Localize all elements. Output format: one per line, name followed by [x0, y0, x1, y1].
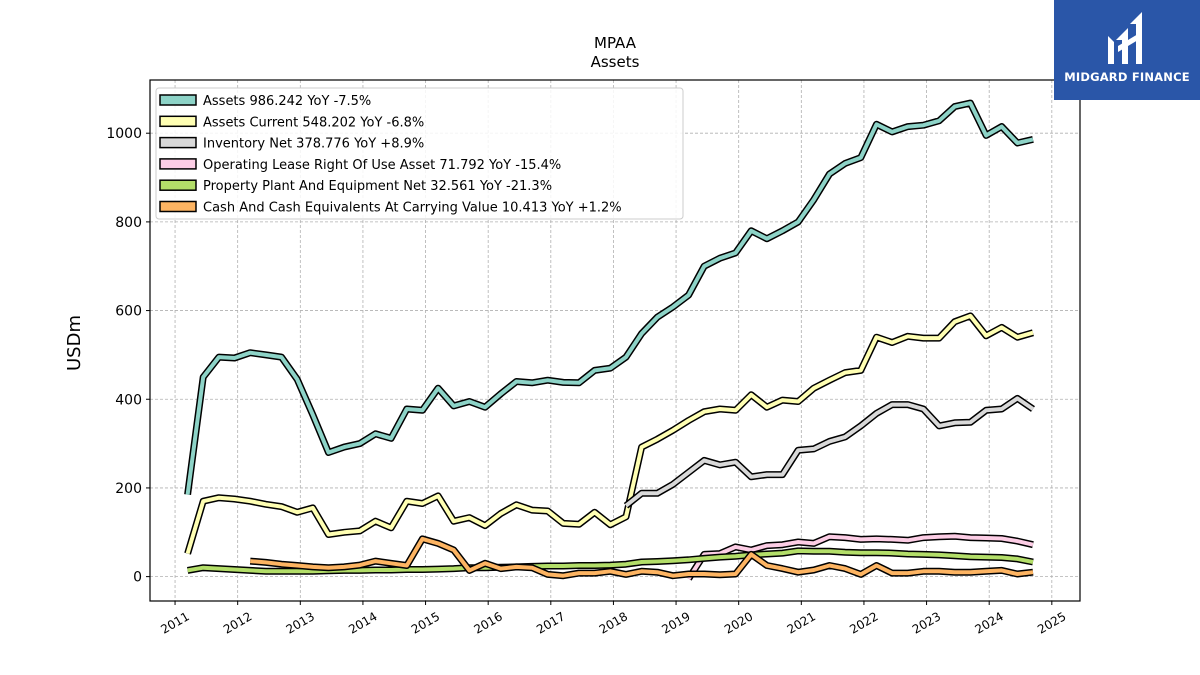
legend-label: Assets Current 548.202 YoY -6.8%	[203, 115, 424, 130]
x-tick-label: 2019	[659, 609, 692, 636]
midgard-logo-icon	[1108, 12, 1142, 64]
x-tick-label: 2013	[284, 609, 317, 636]
series-stroke	[185, 313, 1034, 555]
x-tick-label: 2025	[1035, 609, 1068, 636]
x-tick-label: 2024	[972, 609, 1005, 636]
legend-box	[155, 87, 684, 220]
legend-swatch	[159, 94, 197, 106]
series-stroke	[624, 396, 1035, 508]
x-tick-label: 2011	[158, 609, 191, 636]
series-line-4	[685, 532, 1034, 581]
x-tick-label: 2023	[910, 609, 943, 636]
y-axis-label: USDm	[64, 315, 85, 371]
y-tick-label: 0	[133, 570, 142, 586]
legend-item: Cash And Cash Equivalents At Carrying Va…	[159, 200, 622, 216]
y-tick-label: 200	[115, 481, 142, 497]
x-tick-label: 2021	[785, 609, 818, 636]
x-tick-label: 2022	[847, 609, 880, 636]
brand-logo: MIDGARD FINANCE	[1054, 0, 1200, 100]
plot-frame	[149, 79, 1081, 602]
y-tick-label: 600	[115, 304, 142, 320]
x-tick-label: 2014	[346, 609, 379, 636]
series-outline	[623, 394, 1035, 509]
legend-swatch	[159, 115, 197, 128]
series-line-1	[184, 99, 1034, 496]
series-stroke	[686, 534, 1034, 580]
legend-label: Inventory Net 378.776 YoY +8.9%	[203, 137, 424, 152]
x-tick-label: 2018	[597, 609, 630, 636]
legend-swatch	[159, 136, 197, 149]
legend: Assets 986.242 YoY -7.5% Assets Current 5…	[155, 87, 684, 220]
legend-swatch	[159, 179, 197, 191]
brand-name: MIDGARD FINANCE	[1064, 70, 1190, 84]
series-outline	[184, 312, 1034, 555]
series-line-2	[184, 312, 1034, 555]
legend-item: Inventory Net 378.776 YoY +8.9%	[159, 136, 424, 152]
x-tick-label: 2020	[722, 609, 755, 636]
series-stroke	[185, 101, 1034, 495]
legend-swatch	[159, 158, 197, 170]
series-stroke	[250, 536, 1034, 578]
x-tick-label: 2017	[534, 609, 567, 636]
series-layer	[184, 99, 1035, 581]
y-tick-label: 400	[115, 392, 142, 408]
legend-item: Assets 986.242 YoY -7.5%	[159, 94, 371, 109]
chart-title: MPAA	[594, 34, 637, 52]
legend-label: Cash And Cash Equivalents At Carrying Va…	[203, 201, 622, 216]
legend-item: Operating Lease Right Of Use Asset 71.79…	[159, 158, 561, 173]
legend-item: Assets Current 548.202 YoY -6.8%	[159, 115, 424, 130]
legend-label: Assets 986.242 YoY -7.5%	[203, 94, 371, 109]
series-line-6	[249, 535, 1034, 580]
y-tick-label: 1000	[106, 126, 142, 142]
legend-item: Property Plant And Equipment Net 32.561 …	[159, 179, 552, 194]
legend-label: Operating Lease Right Of Use Asset 71.79…	[203, 158, 561, 173]
x-tick-label: 2012	[221, 609, 254, 636]
legend-swatch	[159, 200, 197, 213]
x-tick-label: 2015	[409, 609, 442, 636]
x-tick-label: 2016	[471, 609, 504, 636]
series-line-3	[623, 394, 1035, 509]
legend-label: Property Plant And Equipment Net 32.561 …	[203, 179, 552, 194]
chart-subtitle: Assets	[591, 53, 640, 71]
y-tick-label: 800	[115, 215, 142, 231]
